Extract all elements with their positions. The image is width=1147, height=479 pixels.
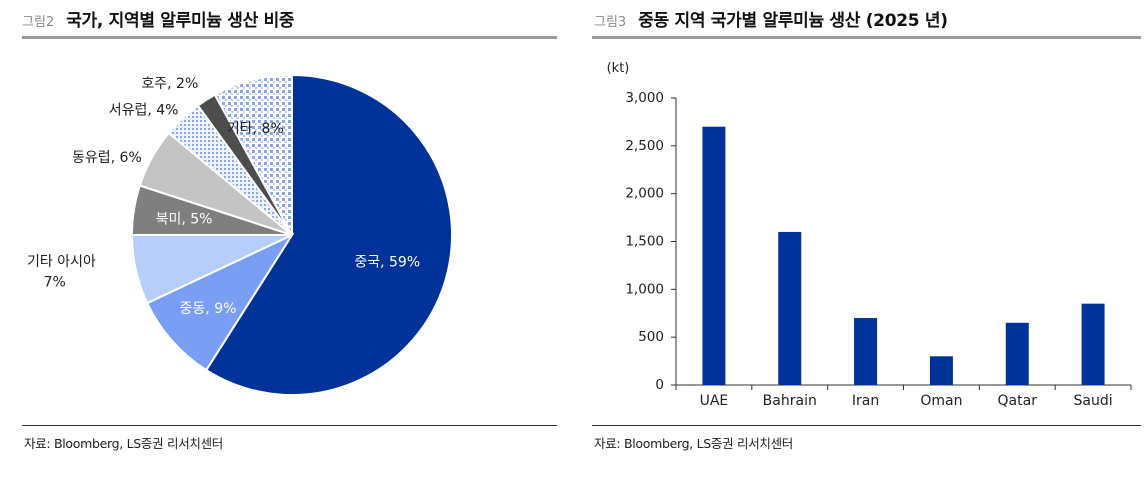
pie-figure-panel: 그림2 국가, 지역별 알루미늄 생산 비중 중국, 59% 중동, 9% 기타 아… (0, 0, 560, 479)
pie-source-note: 자료: Bloomberg, LS증권 리서치센터 (24, 436, 224, 451)
pie-label-8: 기타, 8% (227, 121, 284, 137)
bar-bahrain (778, 231, 802, 385)
y-tick-label: 0 (655, 377, 664, 393)
x-tick-label: Oman (920, 393, 962, 409)
bar-oman (929, 356, 953, 385)
pie-label-1: 중국, 59% (354, 255, 420, 271)
pie-slice-1 (204, 73, 453, 396)
pie-figure-number: 그림2 (22, 15, 55, 30)
y-tick-label: 2,000 (625, 186, 664, 202)
bar-chart: (kt) 0 500 1,000 1,500 2,000 2,500 3,000 UAE Bahr… (607, 61, 1132, 409)
y-tick-label: 500 (638, 329, 664, 345)
bar-header-rule (592, 36, 1141, 39)
pie-chart: 중국, 59% 중동, 9% 기타 아시아 7% 북미, 5% 동유럽, 6% 서유럽, 4… (27, 73, 453, 396)
pie-label-6: 서유럽, 4% (109, 102, 179, 118)
pie-header-rule (22, 36, 557, 39)
pie-footer-rule (22, 425, 557, 426)
x-tick-label: Qatar (998, 393, 1038, 409)
y-tick-label: 1,500 (625, 234, 664, 250)
y-tick-label: 1,000 (625, 281, 664, 297)
pie-label-5: 동유럽, 6% (72, 150, 142, 166)
pie-figure-header: 그림2 국가, 지역별 알루미늄 생산 비중 (22, 6, 295, 36)
bar-uae (702, 126, 726, 385)
bar-source-note: 자료: Bloomberg, LS증권 리서치센터 (594, 436, 794, 451)
bar-figure-number: 그림3 (594, 15, 627, 30)
x-tick-label: Iran (852, 393, 879, 409)
y-tick-label: 3,000 (625, 90, 664, 106)
bar-iran (854, 318, 878, 385)
bar-figure-panel: 그림3 중동 지역 국가별 알루미늄 생산 (2025 년) (kt) 0 500 1… (586, 0, 1147, 479)
bar-qatar (1005, 322, 1029, 385)
x-tick-label: Bahrain (763, 393, 817, 409)
pie-slice-2 (145, 232, 295, 372)
pie-slice-8 (213, 73, 293, 236)
y-axis-unit-label: (kt) (607, 61, 630, 76)
pie-figure-title: 국가, 지역별 알루미늄 생산 비중 (66, 11, 295, 31)
pie-label-3: 기타 아시아 7% (27, 254, 96, 290)
pie-label-7: 호주, 2% (141, 76, 198, 92)
x-tick-label: Saudi (1074, 393, 1113, 409)
pie-label-2: 중동, 9% (180, 301, 237, 317)
x-tick-label: UAE (700, 393, 729, 409)
bar-figure-title: 중동 지역 국가별 알루미늄 생산 (2025 년) (638, 11, 948, 31)
bar-saudi (1081, 303, 1105, 385)
y-tick-label: 2,500 (625, 138, 664, 154)
pie-label-4: 북미, 5% (156, 211, 213, 227)
bar-footer-rule (592, 425, 1141, 426)
bar-figure-header: 그림3 중동 지역 국가별 알루미늄 생산 (2025 년) (594, 6, 948, 36)
